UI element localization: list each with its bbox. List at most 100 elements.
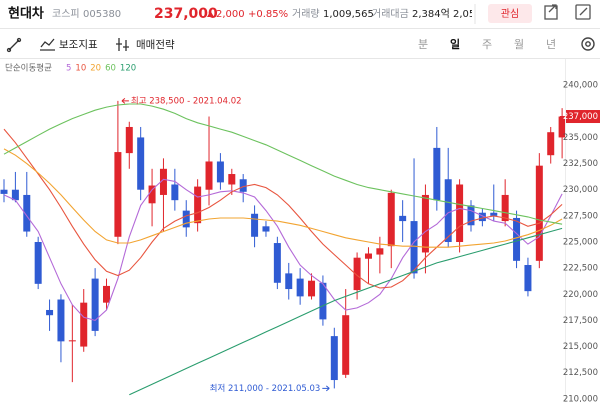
candle-body (171, 184, 179, 201)
y-tick-label: 232,500 (563, 159, 598, 169)
candle-body (228, 174, 236, 185)
candle-body (353, 257, 361, 291)
moving-average-line (3, 128, 563, 289)
y-tick-label: 220,000 (563, 290, 598, 300)
legend-title: 단순이동평균 (5, 63, 52, 74)
candle-body (182, 210, 190, 228)
volume: 1,009,565 (323, 9, 374, 20)
annotations: 최고 238,500 - 2021.04.02 최저 211,000 - 2021… (121, 95, 330, 394)
candle-body (216, 161, 224, 183)
share-icon[interactable] (544, 4, 558, 20)
candle-body (421, 194, 429, 253)
y-tick-label: 210,000 (563, 394, 598, 402)
legend-entry: 5 (66, 64, 71, 74)
candle-body (524, 265, 532, 292)
favorite-label[interactable]: 관심 (501, 8, 519, 20)
period-tab[interactable]: 주 (482, 38, 492, 51)
candle-body (194, 186, 202, 224)
legend-entry: 20 (90, 64, 101, 74)
candle-body (273, 243, 281, 283)
candle-body (490, 212, 498, 216)
legend: 단순이동평균 5 10 20 60 120 (5, 63, 136, 74)
code: 005380 (83, 9, 121, 20)
price: 237,000 (154, 6, 218, 22)
candle-body (262, 226, 270, 232)
moving-average-line (3, 103, 563, 225)
annotation-text: 최저 211,000 - 2021.05.03 (210, 383, 321, 394)
draw-tool[interactable] (6, 37, 22, 53)
edit-icon[interactable] (575, 4, 591, 20)
candle-body (547, 132, 555, 156)
candle-body (125, 126, 133, 154)
change-pct: +0.85% (248, 9, 288, 20)
current-price-box (566, 110, 600, 124)
market: 코스피 (52, 8, 80, 20)
annotation-arrow (121, 97, 129, 104)
stock-name: 현대차 (8, 6, 44, 22)
legend-entry: 10 (75, 64, 86, 74)
up-arrow (207, 11, 214, 17)
y-tick-label: 217,500 (563, 316, 598, 326)
indicator-button[interactable]: 보조지표 (59, 39, 98, 51)
y-tick-label: 222,500 (563, 264, 598, 274)
indicator-icon[interactable] (40, 38, 55, 51)
candle-body (205, 161, 213, 190)
y-tick-label: 230,000 (563, 185, 598, 195)
candle-body (478, 212, 486, 222)
candle-body (410, 221, 418, 274)
candle-body (251, 213, 259, 237)
legend-entry: 60 (105, 64, 116, 74)
candle-body (91, 278, 99, 331)
volume-label: 거래량 (292, 8, 320, 20)
period-tab[interactable]: 년 (546, 38, 556, 51)
candle-body (330, 336, 338, 381)
candle-body (513, 217, 521, 261)
candle-body (285, 273, 293, 290)
favorite-button[interactable] (488, 4, 532, 23)
candle-body (114, 152, 122, 237)
candle-body (456, 184, 464, 243)
plot (0, 100, 565, 396)
strategy-icon[interactable] (116, 38, 129, 51)
candle-body (319, 282, 327, 320)
annotation-text: 최고 238,500 - 2021.04.02 (131, 95, 242, 106)
candle-body (364, 253, 372, 259)
amount-group: 거래대금 2,384억 2,05 (372, 8, 475, 20)
settings-icon[interactable] (581, 37, 595, 51)
period-tab[interactable]: 월 (514, 38, 524, 51)
y-tick-label: 240,000 (563, 81, 598, 91)
candle-body (342, 315, 350, 375)
candle-body (399, 215, 407, 222)
candle-body (444, 179, 452, 243)
candle-body (159, 168, 167, 195)
moving-average-line (129, 227, 563, 396)
toolbar: 보조지표 매매전략 분 일 주 월 년 (0, 37, 600, 59)
moving-average-line (3, 148, 563, 248)
candle-body (46, 309, 54, 316)
y-tick-label: 215,000 (563, 342, 598, 352)
current-price-label: 237,000 (563, 112, 598, 122)
candle-body (376, 248, 384, 255)
amount-label: 거래대금 (372, 8, 409, 20)
candle-body (148, 185, 156, 204)
y-tick-label: 212,500 (563, 368, 598, 378)
y-axis: 240,000 235,000 232,500 230,000 227,500 225,0… (560, 81, 600, 402)
period-tab[interactable]: 분 (418, 38, 428, 51)
change: 2,000 (216, 9, 245, 20)
candle-body (34, 242, 42, 284)
candle-body (137, 137, 145, 190)
candle-body (501, 194, 509, 222)
candle-body (0, 189, 8, 194)
period-tab[interactable]: 일 (450, 37, 460, 51)
moving-average-line (3, 178, 563, 322)
legend-entry: 120 (120, 64, 136, 74)
candle-body (308, 280, 316, 297)
header: 현대차 코스피 005380 237,000 2,000 +0.85% 거래량 … (0, 4, 600, 29)
strategy-button[interactable]: 매매전략 (136, 39, 175, 51)
amount: 2,384억 2,05 (412, 8, 475, 20)
candle-body (57, 299, 65, 342)
candle-body (387, 192, 395, 247)
